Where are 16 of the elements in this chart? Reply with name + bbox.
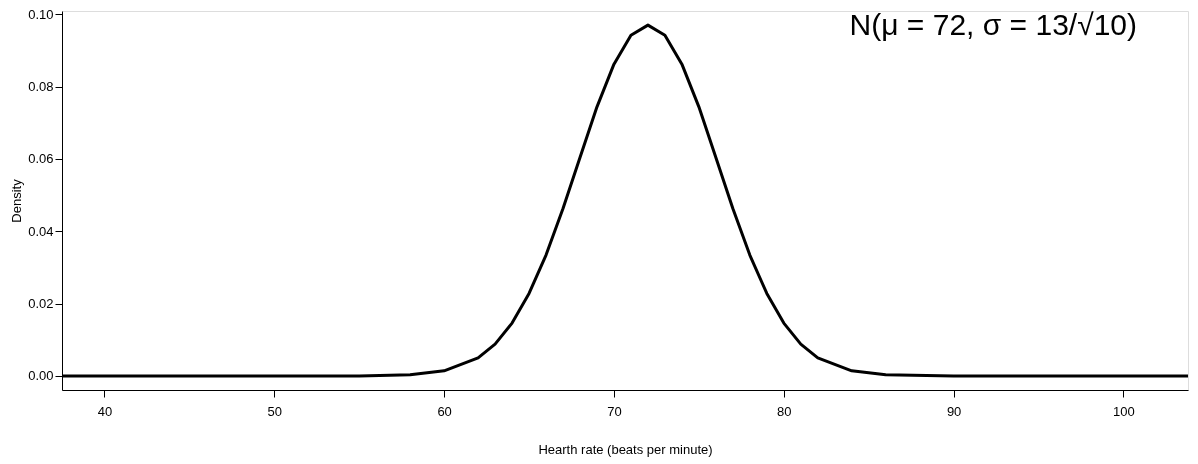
x-tick-label: 70 [607, 403, 622, 419]
x-tick-label: 50 [267, 403, 283, 419]
y-tick-label: 0.02 [28, 296, 54, 312]
x-axis-title: Hearth rate (beats per minute) [538, 441, 713, 457]
y-tick-label: 0.08 [28, 79, 54, 95]
annotation: N(μ = 72, σ = 13/√10) [849, 8, 1137, 41]
x-tick-label: 60 [437, 403, 452, 419]
y-tick-label: 0.10 [28, 6, 54, 22]
y-tick-label: 0.06 [28, 151, 54, 167]
x-tick-label: 40 [97, 403, 113, 419]
x-tick-label: 90 [946, 403, 962, 419]
y-tick-label: 0.00 [28, 368, 54, 384]
x-tick-label: 100 [1113, 403, 1135, 419]
x-tick-label: 80 [777, 403, 792, 419]
y-tick-label: 0.04 [28, 223, 54, 239]
y-axis-title: Density [9, 178, 25, 223]
